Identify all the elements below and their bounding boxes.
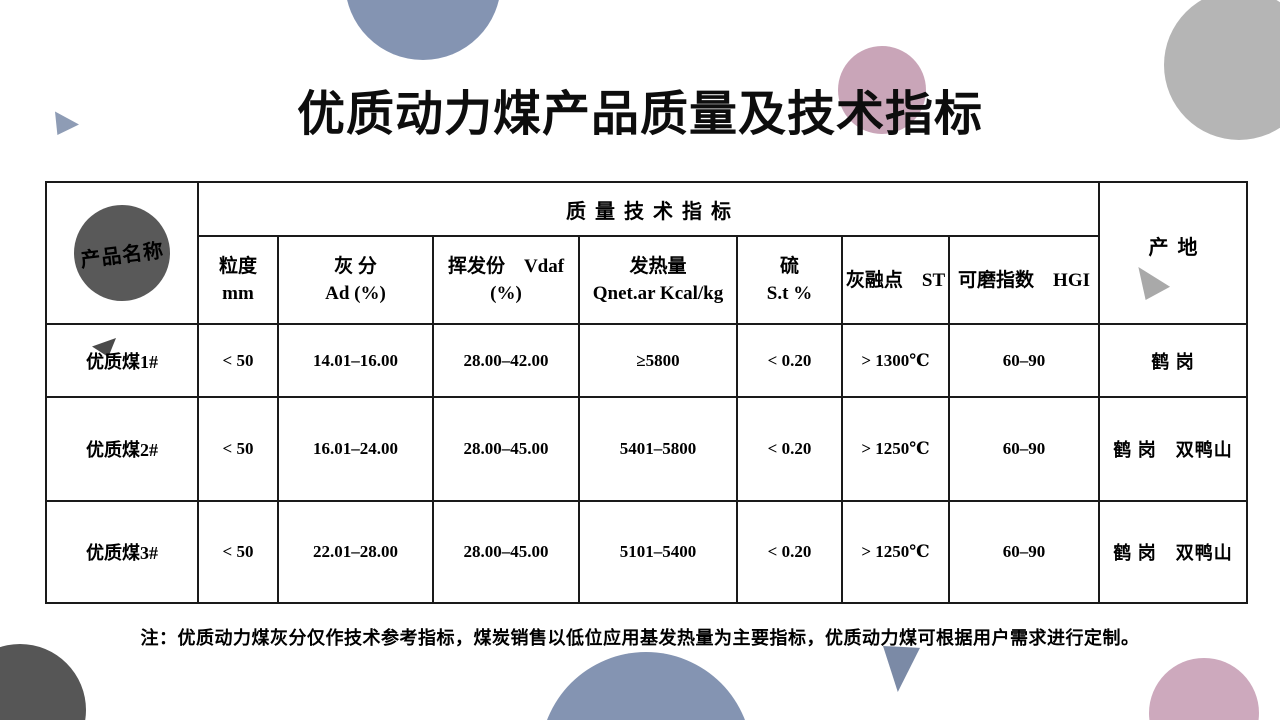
footnote: 注：优质动力煤灰分仅作技术参考指标，煤炭销售以低位应用基发热量为主要指标，优质动… <box>140 628 1140 648</box>
decor-triangle-bottom-blue <box>883 646 920 692</box>
cell-ash-2: 16.01–24.00 <box>277 396 434 502</box>
coal-quality-table: 产品名称 质量技术指标 产地 粒度 mm 灰 分 Ad (%) 挥发份 <box>45 181 1249 604</box>
cell-hgi-1: 60–90 <box>947 323 1101 398</box>
product-name-circle <box>74 205 170 301</box>
cell-hgi-3: 60–90 <box>947 500 1101 604</box>
header-quality-indicators: 质量技术指标 <box>196 181 1101 237</box>
cell-sulfur-1: < 0.20 <box>736 323 843 398</box>
cell-sulfur-3: < 0.20 <box>736 500 843 604</box>
cell-size-2: < 50 <box>197 396 279 502</box>
cell-sulfur-2: < 0.20 <box>736 396 843 502</box>
cell-melting-3: > 1250℃ <box>841 500 950 604</box>
cell-origin-2: 鹤 岗 双鸭山 <box>1098 396 1249 502</box>
col-header-heat: 发热量 Qnet.ar Kcal/kg <box>578 235 738 325</box>
col-header-hgi: 可磨指数 HGI <box>947 235 1101 325</box>
col-header-ash-melting: 灰融点 ST <box>841 235 950 325</box>
cell-heat-2: 5401–5800 <box>578 396 738 502</box>
col-header-ash: 灰 分 Ad (%) <box>277 235 434 325</box>
cell-vdaf-1: 28.00–42.00 <box>432 323 580 398</box>
table-row-coal3: 优质煤3# < 50 22.01–28.00 28.00–45.00 5101–… <box>45 500 1249 604</box>
cell-melting-2: > 1250℃ <box>841 396 950 502</box>
cell-size-3: < 50 <box>197 500 279 604</box>
page-title: 优质动力煤产品质量及技术指标 <box>296 88 983 141</box>
cell-name-1: 优质煤1# <box>45 323 199 398</box>
col-header-size: 粒度 mm <box>197 235 279 325</box>
decor-circle-title-pink <box>838 46 926 134</box>
origin-triangle-icon <box>1138 267 1171 300</box>
table-row-coal2: 优质煤2# < 50 16.01–24.00 28.00–45.00 5401–… <box>45 396 1249 502</box>
col-header-sulfur: 硫 S.t % <box>736 235 843 325</box>
cell-melting-1: > 1300℃ <box>841 323 950 398</box>
decor-circle-bottomright-pink <box>1149 658 1259 720</box>
cell-vdaf-3: 28.00–45.00 <box>432 500 580 604</box>
cell-ash-1: 14.01–16.00 <box>277 323 434 398</box>
table-subheader-row: 粒度 mm 灰 分 Ad (%) 挥发份 Vdaf (%) 发热量 Qnet.a… <box>46 235 1247 325</box>
cell-vdaf-2: 28.00–45.00 <box>432 396 580 502</box>
cell-hgi-2: 60–90 <box>947 396 1101 502</box>
decor-circle-top-blue <box>345 0 501 60</box>
cell-heat-3: 5101–5400 <box>578 500 738 604</box>
table-row-coal1: 优质煤1# < 50 14.01–16.00 28.00–42.00 ≥5800… <box>45 323 1249 398</box>
cell-ash-3: 22.01–28.00 <box>277 500 434 604</box>
cell-origin-1: 鹤 岗 <box>1098 323 1249 398</box>
cell-name-3: 优质煤3# <box>45 500 199 604</box>
cell-origin-3: 鹤 岗 双鸭山 <box>1098 500 1249 604</box>
decor-circle-bottomleft-dark <box>0 644 86 720</box>
header-origin: 产地 <box>1098 181 1249 325</box>
table-header-group-row: 产品名称 质量技术指标 产地 <box>45 181 1249 325</box>
cell-name-2: 优质煤2# <box>45 396 199 502</box>
cell-size-1: < 50 <box>197 323 279 398</box>
cell-heat-1: ≥5800 <box>578 323 738 398</box>
col-header-volatile: 挥发份 Vdaf (%) <box>432 235 580 325</box>
decor-circle-bottom-blue <box>540 652 752 720</box>
origin-label: 产地 <box>1148 236 1207 259</box>
corner-cell-product-name: 产品名称 <box>45 181 199 325</box>
